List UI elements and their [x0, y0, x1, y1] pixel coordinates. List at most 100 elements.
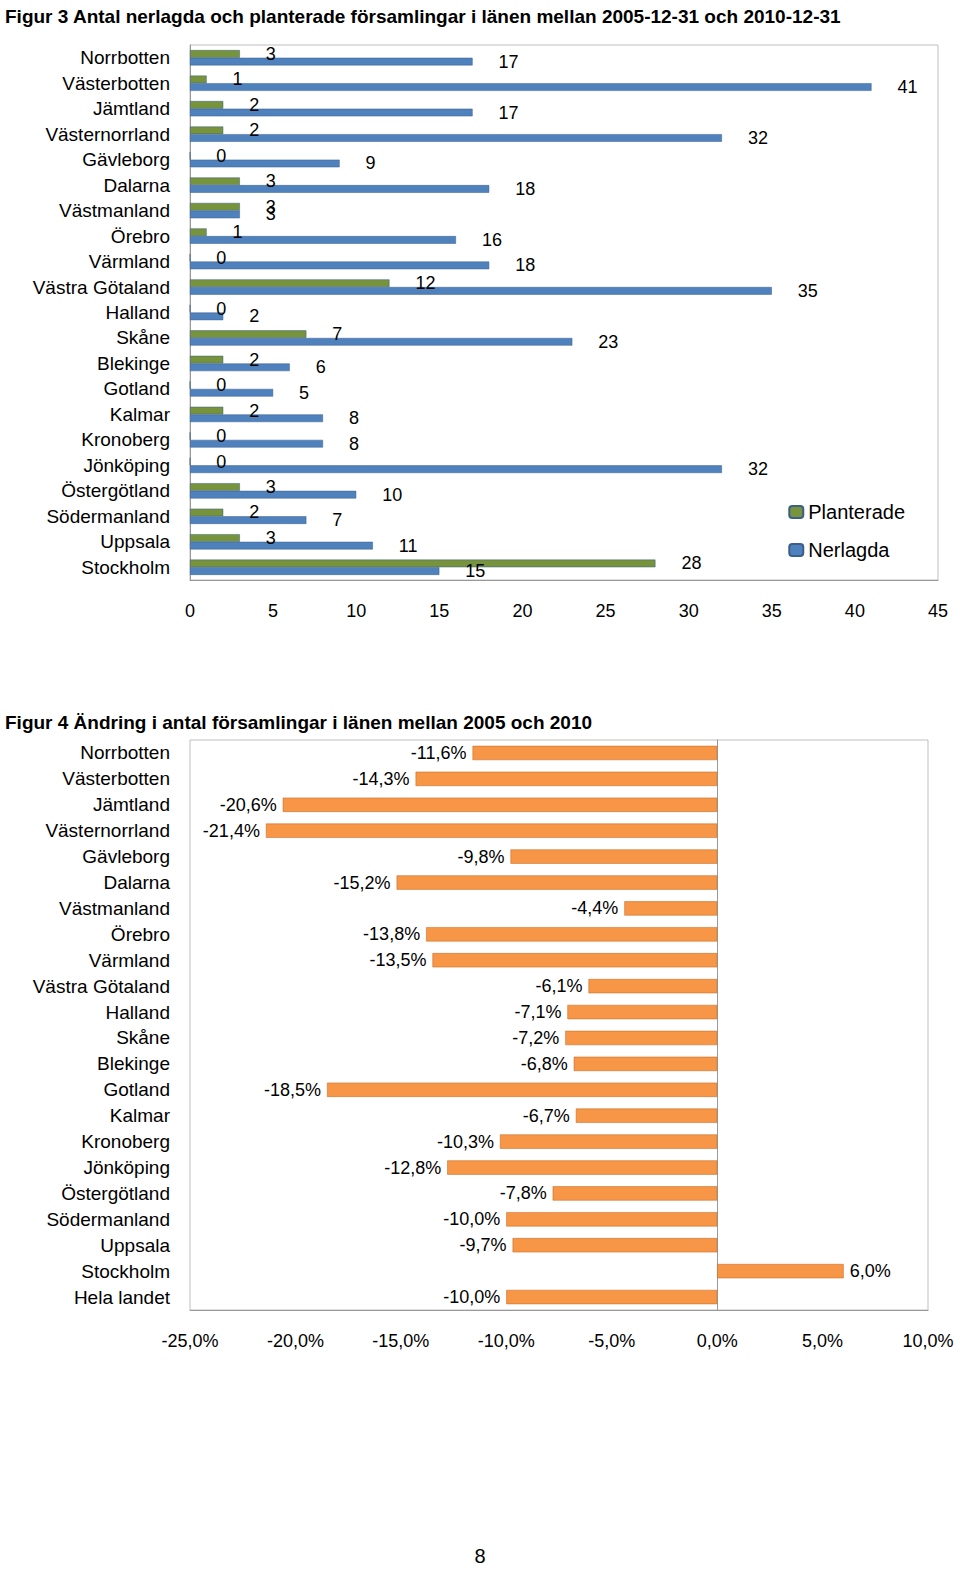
svg-text:-20,0%: -20,0% [267, 1331, 324, 1351]
svg-text:25: 25 [596, 601, 616, 621]
svg-text:Skåne: Skåne [116, 1027, 170, 1048]
svg-text:0: 0 [216, 426, 226, 446]
svg-text:35: 35 [798, 281, 818, 301]
svg-text:0: 0 [216, 248, 226, 268]
svg-text:Västra Götaland: Västra Götaland [33, 277, 170, 298]
svg-text:Figur 4 Ändring i antal försam: Figur 4 Ändring i antal församlingar i l… [5, 712, 592, 733]
svg-text:17: 17 [499, 52, 519, 72]
svg-text:16: 16 [482, 230, 502, 250]
svg-text:Figur 3 Antal nerlagda och pla: Figur 3 Antal nerlagda och planterade fö… [5, 6, 841, 27]
svg-text:15: 15 [429, 601, 449, 621]
svg-text:-15,0%: -15,0% [372, 1331, 429, 1351]
svg-text:45: 45 [928, 601, 948, 621]
svg-text:2: 2 [249, 306, 259, 326]
svg-text:Kronoberg: Kronoberg [81, 1131, 170, 1152]
svg-text:-9,8%: -9,8% [457, 847, 504, 867]
svg-text:-13,5%: -13,5% [369, 950, 426, 970]
svg-text:-18,5%: -18,5% [264, 1080, 321, 1100]
svg-text:10: 10 [346, 601, 366, 621]
svg-text:3: 3 [266, 44, 276, 64]
svg-text:Norrbotten: Norrbotten [80, 47, 170, 68]
svg-text:Östergötland: Östergötland [61, 480, 170, 501]
svg-text:Gävleborg: Gävleborg [82, 149, 170, 170]
svg-text:-6,7%: -6,7% [523, 1106, 570, 1126]
svg-text:Stockholm: Stockholm [81, 1261, 170, 1282]
svg-text:0: 0 [216, 375, 226, 395]
svg-text:Jämtland: Jämtland [93, 794, 170, 815]
svg-text:17: 17 [499, 103, 519, 123]
svg-text:40: 40 [845, 601, 865, 621]
svg-text:18: 18 [515, 179, 535, 199]
svg-text:2: 2 [249, 95, 259, 115]
svg-text:Västerbotten: Västerbotten [62, 73, 170, 94]
svg-text:Stockholm: Stockholm [81, 557, 170, 578]
svg-text:-4,4%: -4,4% [571, 898, 618, 918]
svg-text:3: 3 [266, 477, 276, 497]
svg-text:-11,6%: -11,6% [411, 743, 467, 763]
svg-text:Kalmar: Kalmar [110, 1105, 171, 1126]
svg-text:Kronoberg: Kronoberg [81, 429, 170, 450]
svg-text:Västernorrland: Västernorrland [45, 124, 170, 145]
svg-text:5: 5 [268, 601, 278, 621]
svg-text:12: 12 [415, 273, 435, 293]
svg-text:Uppsala: Uppsala [100, 531, 170, 552]
svg-text:Östergötland: Östergötland [61, 1183, 170, 1204]
svg-text:15: 15 [465, 561, 485, 581]
svg-text:Blekinge: Blekinge [97, 1053, 170, 1074]
svg-text:Uppsala: Uppsala [100, 1235, 170, 1256]
svg-text:-6,1%: -6,1% [535, 976, 582, 996]
svg-text:-10,0%: -10,0% [443, 1209, 500, 1229]
svg-text:-9,7%: -9,7% [460, 1235, 507, 1255]
svg-text:Södermanland: Södermanland [46, 506, 170, 527]
svg-text:-12,8%: -12,8% [384, 1158, 441, 1178]
svg-text:Örebro: Örebro [111, 924, 170, 945]
svg-text:-13,8%: -13,8% [363, 924, 420, 944]
svg-text:41: 41 [898, 77, 918, 97]
svg-text:-10,0%: -10,0% [443, 1287, 500, 1307]
svg-text:0: 0 [216, 299, 226, 319]
svg-text:28: 28 [681, 553, 701, 573]
svg-text:Gotland: Gotland [103, 378, 170, 399]
svg-text:Jönköping: Jönköping [83, 1157, 170, 1178]
svg-text:9: 9 [366, 153, 376, 173]
svg-text:Västmanland: Västmanland [59, 898, 170, 919]
svg-text:Norrbotten: Norrbotten [80, 742, 170, 763]
svg-text:7: 7 [332, 510, 342, 530]
svg-text:0,0%: 0,0% [697, 1331, 738, 1351]
svg-text:5: 5 [299, 383, 309, 403]
svg-text:0: 0 [216, 452, 226, 472]
svg-text:11: 11 [399, 536, 418, 556]
svg-text:-21,4%: -21,4% [203, 821, 260, 841]
svg-text:-7,1%: -7,1% [514, 1002, 561, 1022]
svg-text:-25,0%: -25,0% [161, 1331, 218, 1351]
svg-text:30: 30 [679, 601, 699, 621]
svg-text:8: 8 [349, 408, 359, 428]
svg-text:0: 0 [185, 601, 195, 621]
svg-text:3: 3 [266, 528, 276, 548]
svg-text:Örebro: Örebro [111, 226, 170, 247]
svg-text:Dalarna: Dalarna [103, 175, 170, 196]
svg-text:-10,3%: -10,3% [437, 1132, 494, 1152]
svg-text:Jämtland: Jämtland [93, 98, 170, 119]
svg-text:0: 0 [216, 146, 226, 166]
svg-text:Västerbotten: Västerbotten [62, 768, 170, 789]
svg-text:-14,3%: -14,3% [353, 769, 410, 789]
svg-text:Halland: Halland [106, 1002, 170, 1023]
svg-text:1: 1 [233, 69, 243, 89]
svg-text:5,0%: 5,0% [802, 1331, 843, 1351]
svg-text:6,0%: 6,0% [850, 1261, 891, 1281]
svg-text:-6,8%: -6,8% [521, 1054, 568, 1074]
svg-text:10,0%: 10,0% [902, 1331, 953, 1351]
svg-text:7: 7 [332, 324, 342, 344]
svg-text:Gotland: Gotland [103, 1079, 170, 1100]
svg-text:Dalarna: Dalarna [103, 872, 170, 893]
svg-text:3: 3 [266, 171, 276, 191]
svg-text:-7,2%: -7,2% [512, 1028, 559, 1048]
svg-text:32: 32 [748, 128, 768, 148]
svg-text:Skåne: Skåne [116, 327, 170, 348]
svg-text:-5,0%: -5,0% [588, 1331, 635, 1351]
svg-text:6: 6 [316, 357, 326, 377]
svg-text:1: 1 [233, 222, 243, 242]
svg-text:2: 2 [249, 502, 259, 522]
svg-text:Blekinge: Blekinge [97, 353, 170, 374]
